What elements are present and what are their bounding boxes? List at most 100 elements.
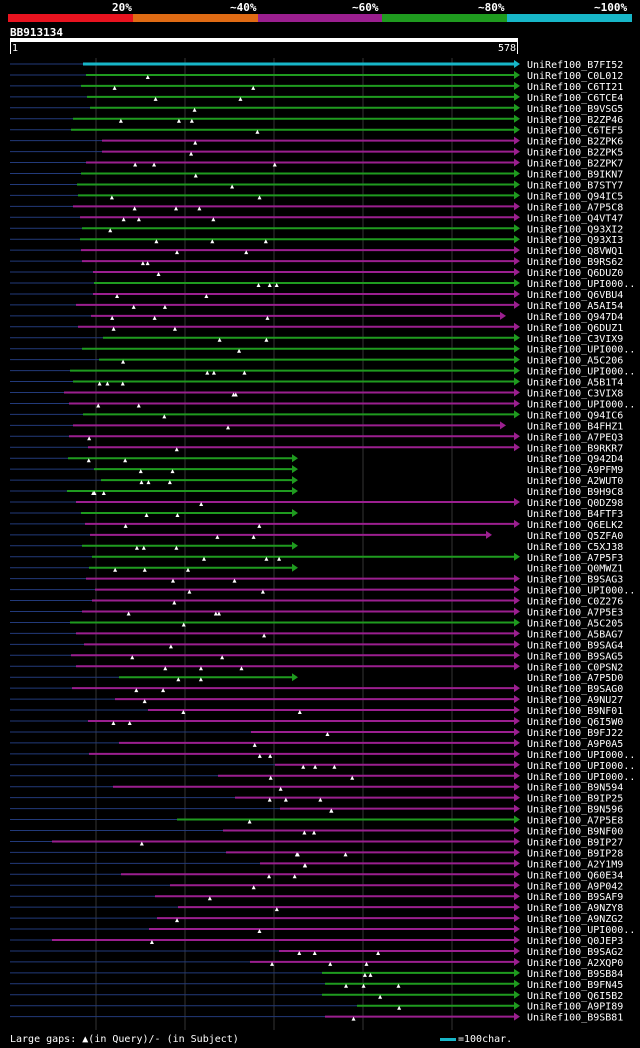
hit-row[interactable]: UniRef100_B9SAF9	[10, 892, 623, 903]
hit-row[interactable]: UniRef100_Q6DUZ1	[10, 322, 623, 334]
hit-label[interactable]: UniRef100_Q94IC5	[527, 191, 623, 202]
hit-row[interactable]: UniRef100_UPI000..	[10, 366, 635, 378]
hit-label[interactable]: UniRef100_B9SAG0	[527, 684, 623, 695]
hit-label[interactable]: UniRef100_B2ZPK7	[527, 159, 623, 170]
hit-label[interactable]: UniRef100_B9SAG3	[527, 575, 623, 586]
hit-label[interactable]: UniRef100_B7FI52	[527, 60, 623, 71]
hit-label[interactable]: UniRef100_B9IP25	[527, 794, 623, 805]
hit-label[interactable]: UniRef100_C6TCE4	[527, 93, 623, 104]
hit-row[interactable]: UniRef100_A5C206	[10, 355, 623, 367]
hit-label[interactable]: UniRef100_Q60E34	[527, 870, 623, 881]
hit-label[interactable]: UniRef100_Q8VWQ1	[527, 246, 623, 257]
hit-row[interactable]: UniRef100_UPI000..	[10, 344, 635, 356]
hit-row[interactable]: UniRef100_C5XJ38	[10, 541, 623, 553]
hit-row[interactable]: UniRef100_A9NZY8	[10, 903, 623, 914]
hit-row[interactable]: UniRef100_Q6VBU4	[10, 289, 623, 301]
hit-label[interactable]: UniRef100_A5C205	[527, 618, 623, 629]
hit-row[interactable]: UniRef100_UPI000..	[10, 399, 635, 410]
hit-row[interactable]: UniRef100_A9NZG2	[10, 914, 623, 925]
hit-row[interactable]: UniRef100_C3VIX9	[10, 333, 623, 345]
hit-row[interactable]: UniRef100_UPI000..	[10, 771, 635, 783]
hit-row[interactable]: UniRef100_B7FI52	[10, 60, 623, 71]
hit-label[interactable]: UniRef100_B9RKR7	[527, 443, 623, 454]
hit-row[interactable]: UniRef100_C6TEF5	[10, 125, 623, 137]
hit-row[interactable]: UniRef100_Q4VT47	[10, 213, 623, 224]
hit-label[interactable]: UniRef100_C3VIX9	[527, 334, 623, 345]
hit-label[interactable]: UniRef100_A7P5D0	[527, 673, 623, 684]
hit-label[interactable]: UniRef100_C0PSN2	[527, 662, 623, 673]
hit-row[interactable]: UniRef100_B9SAG4	[10, 640, 623, 651]
hit-row[interactable]: UniRef100_A2WUT0	[10, 476, 623, 487]
hit-label[interactable]: UniRef100_B9N596	[527, 805, 623, 816]
hit-row[interactable]: UniRef100_A7P5E8	[10, 815, 623, 827]
hit-row[interactable]: UniRef100_B4FHZ1	[10, 421, 623, 432]
hit-row[interactable]: UniRef100_Q60E34	[10, 870, 623, 881]
hit-row[interactable]: UniRef100_UPI000..	[10, 749, 635, 761]
hit-row[interactable]: UniRef100_A9PFM9	[10, 465, 623, 476]
hit-label[interactable]: UniRef100_C5XJ38	[527, 542, 623, 553]
hit-label[interactable]: UniRef100_B9RS62	[527, 257, 623, 268]
hit-label[interactable]: UniRef100_A9NZY8	[527, 903, 623, 914]
hit-row[interactable]: UniRef100_B9SB84	[10, 968, 623, 980]
hit-row[interactable]: UniRef100_C0L012	[10, 70, 623, 82]
hit-label[interactable]: UniRef100_A9P0A5	[527, 739, 623, 750]
hit-row[interactable]: UniRef100_B9H9C8	[10, 487, 623, 498]
hit-label[interactable]: UniRef100_Q0JEP3	[527, 936, 623, 947]
hit-row[interactable]: UniRef100_Q6ELK2	[10, 519, 623, 531]
hit-row[interactable]: UniRef100_Q8VWQ1	[10, 246, 623, 257]
hit-row[interactable]: UniRef100_B9SAG5	[10, 651, 623, 662]
hit-row[interactable]: UniRef100_B2ZPK6	[10, 136, 623, 148]
hit-row[interactable]: UniRef100_B9RS62	[10, 257, 623, 268]
hit-row[interactable]: UniRef100_B9IP27	[10, 837, 623, 848]
hit-row[interactable]: UniRef100_B9SAG3	[10, 574, 623, 586]
hit-label[interactable]: UniRef100_A9NU27	[527, 695, 623, 706]
hit-row[interactable]: UniRef100_UPI000..	[10, 585, 635, 597]
hit-label[interactable]: UniRef100_Q6DUZ1	[527, 323, 623, 334]
hit-row[interactable]: UniRef100_B9N594	[10, 782, 623, 794]
hit-row[interactable]: UniRef100_B9FJ22	[10, 727, 623, 739]
hit-row[interactable]: UniRef100_B9N596	[10, 804, 623, 816]
hit-label[interactable]: UniRef100_B9VSG5	[527, 104, 623, 115]
hit-label[interactable]: UniRef100_B9SB84	[527, 969, 623, 980]
hit-label[interactable]: UniRef100_A5BAG7	[527, 629, 623, 640]
hit-label[interactable]: UniRef100_B9H9C8	[527, 487, 623, 498]
hit-label[interactable]: UniRef100_UPI000..	[527, 772, 635, 783]
hit-row[interactable]: UniRef100_B9VSG5	[10, 103, 623, 115]
hit-label[interactable]: UniRef100_B9IP27	[527, 837, 623, 848]
hit-label[interactable]: UniRef100_A2XQP0	[527, 958, 623, 969]
hit-label[interactable]: UniRef100_UPI000..	[527, 345, 635, 356]
hit-label[interactable]: UniRef100_A9PI89	[527, 1002, 623, 1013]
hit-row[interactable]: UniRef100_Q6I5B2	[10, 990, 623, 1002]
hit-row[interactable]: UniRef100_Q6DUZ0	[10, 268, 623, 279]
hit-row[interactable]: UniRef100_Q6I5W0	[10, 717, 623, 728]
hit-label[interactable]: UniRef100_UPI000..	[527, 367, 635, 378]
hit-row[interactable]: UniRef100_B9IP28	[10, 848, 623, 859]
hit-row[interactable]: UniRef100_B7STY7	[10, 180, 623, 191]
hit-row[interactable]: UniRef100_Q0DZ98	[10, 498, 623, 509]
hit-row[interactable]: UniRef100_B2ZPK7	[10, 158, 623, 170]
hit-row[interactable]: UniRef100_B2ZP46	[10, 114, 623, 126]
hit-row[interactable]: UniRef100_B9SAG2	[10, 946, 623, 958]
hit-label[interactable]: UniRef100_A2Y1M9	[527, 859, 623, 870]
hit-label[interactable]: UniRef100_B2ZPK5	[527, 148, 623, 159]
hit-label[interactable]: UniRef100_B9NF00	[527, 827, 623, 838]
hit-label[interactable]: UniRef100_A9PFM9	[527, 465, 623, 476]
hit-label[interactable]: UniRef100_Q942D4	[527, 454, 623, 465]
hit-label[interactable]: UniRef100_C0L012	[527, 71, 623, 82]
hit-row[interactable]: UniRef100_B9NF00	[10, 826, 623, 838]
hit-row[interactable]: UniRef100_C0PSN2	[10, 662, 623, 673]
hit-row[interactable]: UniRef100_C3VIX8	[10, 388, 623, 400]
hit-row[interactable]: UniRef100_A2Y1M9	[10, 859, 623, 870]
hit-row[interactable]: UniRef100_A7PEQ3	[10, 432, 623, 443]
hit-label[interactable]: UniRef100_B9SB81	[527, 1013, 623, 1024]
hit-row[interactable]: UniRef100_C6TCE4	[10, 92, 623, 104]
hit-label[interactable]: UniRef100_B9SAG4	[527, 640, 623, 651]
hit-row[interactable]: UniRef100_Q947D4	[10, 311, 623, 323]
hit-label[interactable]: UniRef100_C3VIX8	[527, 389, 623, 400]
hit-row[interactable]: UniRef100_A9P0A5	[10, 738, 623, 750]
hit-label[interactable]: UniRef100_Q5ZFA0	[527, 531, 623, 542]
hit-label[interactable]: UniRef100_UPI000..	[527, 750, 635, 761]
hit-label[interactable]: UniRef100_A7P5E8	[527, 816, 623, 827]
hit-label[interactable]: UniRef100_Q947D4	[527, 312, 623, 323]
hit-label[interactable]: UniRef100_UPI000..	[527, 761, 635, 772]
